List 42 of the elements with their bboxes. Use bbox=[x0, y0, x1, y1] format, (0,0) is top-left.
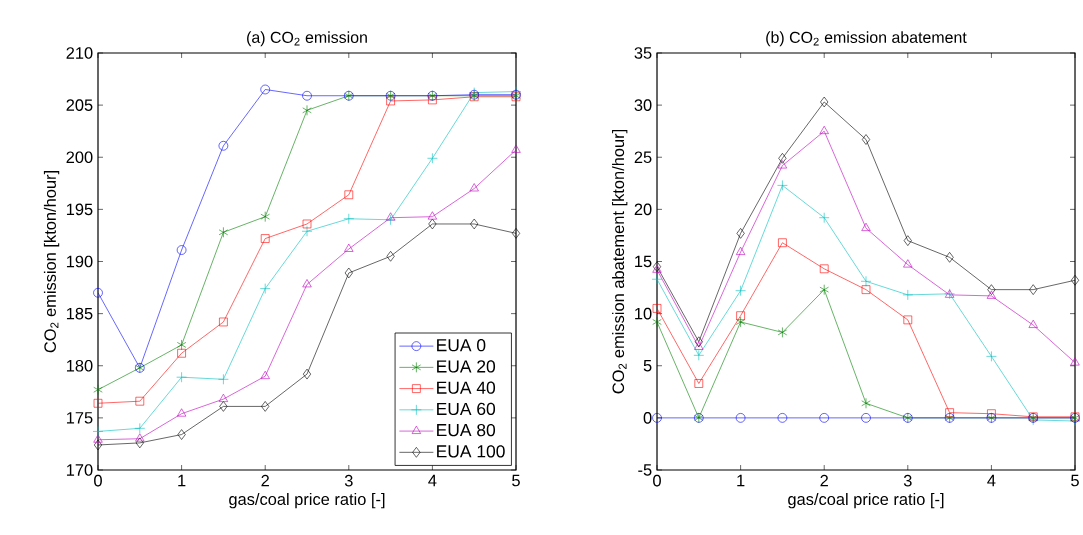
y-tick-label: 0 bbox=[643, 412, 652, 424]
x-tick-label: 3 bbox=[344, 474, 353, 487]
y-tick-label: 25 bbox=[634, 151, 652, 164]
y-axis-title: CO$_{2}$ emission [kton/hour] bbox=[43, 171, 60, 353]
y-tick-label: 20 bbox=[634, 203, 652, 216]
y-tick-label: 175 bbox=[66, 412, 93, 424]
x-tick-label: 4 bbox=[987, 474, 996, 487]
y-tick-label: 195 bbox=[66, 203, 93, 216]
y-tick-label: 170 bbox=[66, 464, 93, 476]
y-tick-label: 5 bbox=[643, 360, 652, 372]
chart-title: (b) CO$_{2}$ emission abatement bbox=[766, 31, 967, 47]
y-tick-label: 35 bbox=[634, 47, 652, 59]
y-tick-label: 10 bbox=[635, 307, 652, 320]
y-tick-label: 210 bbox=[66, 47, 93, 59]
y-axis-title: CO$_{2}$ emission abatement [kton/hour] bbox=[612, 129, 628, 394]
y-tick-label: 185 bbox=[66, 307, 93, 320]
legend-label: EUA 40 bbox=[437, 381, 496, 394]
x-tick-label: 1 bbox=[737, 474, 745, 487]
y-tick-label: -5 bbox=[638, 464, 652, 476]
x-tick-label: 2 bbox=[820, 474, 828, 487]
legend-label: EUA 20 bbox=[437, 360, 496, 373]
x-tick-label: 1 bbox=[178, 474, 186, 487]
legend-label: EUA 60 bbox=[437, 402, 496, 416]
x-axis-title: gas/coal price ratio [-] bbox=[788, 493, 944, 509]
x-tick-label: 0 bbox=[653, 474, 661, 487]
chart-title: (a) CO$_{2}$ emission bbox=[247, 31, 367, 47]
legend-label: EUA 100 bbox=[437, 445, 505, 458]
y-tick-label: 200 bbox=[66, 151, 93, 164]
y-tick-label: 180 bbox=[66, 359, 93, 372]
y-tick-label: 30 bbox=[634, 99, 652, 111]
x-tick-label: 5 bbox=[512, 474, 520, 487]
y-tick-label: 190 bbox=[66, 255, 93, 268]
x-tick-label: 0 bbox=[94, 474, 102, 487]
legend-label: EUA 0 bbox=[437, 338, 486, 352]
x-tick-label: 5 bbox=[1071, 474, 1079, 487]
x-tick-label: 2 bbox=[261, 474, 269, 487]
x-tick-label: 4 bbox=[428, 474, 437, 487]
legend-label: EUA 80 bbox=[437, 423, 496, 437]
y-tick-label: 15 bbox=[635, 255, 652, 268]
x-axis-title: gas/coal price ratio [-] bbox=[229, 493, 385, 509]
y-tick-label: 205 bbox=[66, 99, 93, 111]
x-tick-label: 3 bbox=[903, 474, 912, 487]
